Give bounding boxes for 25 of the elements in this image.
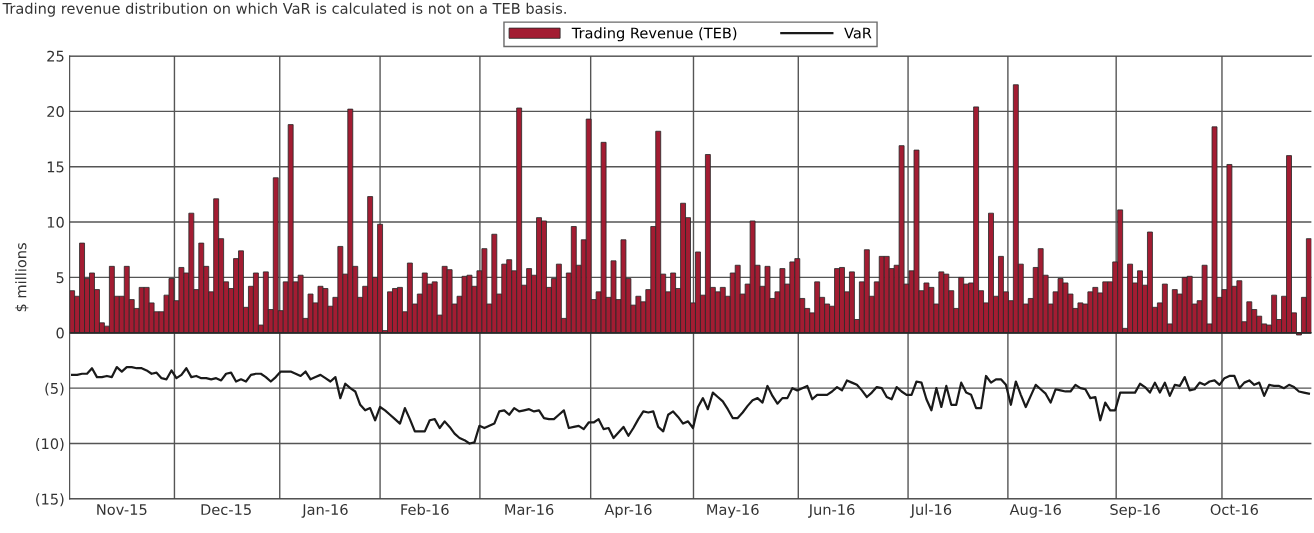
y-tick-label: 0 — [56, 327, 64, 339]
y-axis-title: $ millions — [15, 243, 29, 312]
x-tick-label: Dec-15 — [201, 504, 251, 516]
legend-label: VaR — [844, 27, 872, 39]
x-tick-label: Mar-16 — [505, 504, 554, 516]
y-tick-label: (5) — [45, 382, 64, 396]
x-tick-label: Sep-16 — [1110, 504, 1160, 518]
x-tick-label: Apr-16 — [604, 504, 652, 518]
x-tick-label: Aug-16 — [1009, 504, 1061, 518]
x-tick-label: May-16 — [707, 504, 759, 518]
x-tick-label: Nov-15 — [97, 504, 147, 516]
y-tick-label: 10 — [47, 216, 64, 228]
y-tick-label: 20 — [47, 106, 64, 118]
x-tick-label: Oct-16 — [1210, 504, 1258, 516]
x-tick-label: Jun-16 — [808, 504, 855, 518]
x-tick-label: Jan-16 — [301, 504, 348, 518]
y-tick-label: 25 — [47, 50, 64, 62]
text: Trading revenue distribution on which VaR is calculated is not on a TEB basis. — [2, 2, 566, 17]
x-tick-label: Feb-16 — [401, 503, 449, 516]
y-tick-label: (10) — [36, 438, 64, 451]
y-tick-label: (15) — [36, 493, 64, 507]
x-tick-label: Jul-16 — [909, 503, 952, 518]
y-tick-label: 15 — [47, 161, 64, 173]
legend-label: Trading Revenue (TEB) — [571, 27, 737, 42]
y-tick-label: 5 — [56, 272, 64, 284]
